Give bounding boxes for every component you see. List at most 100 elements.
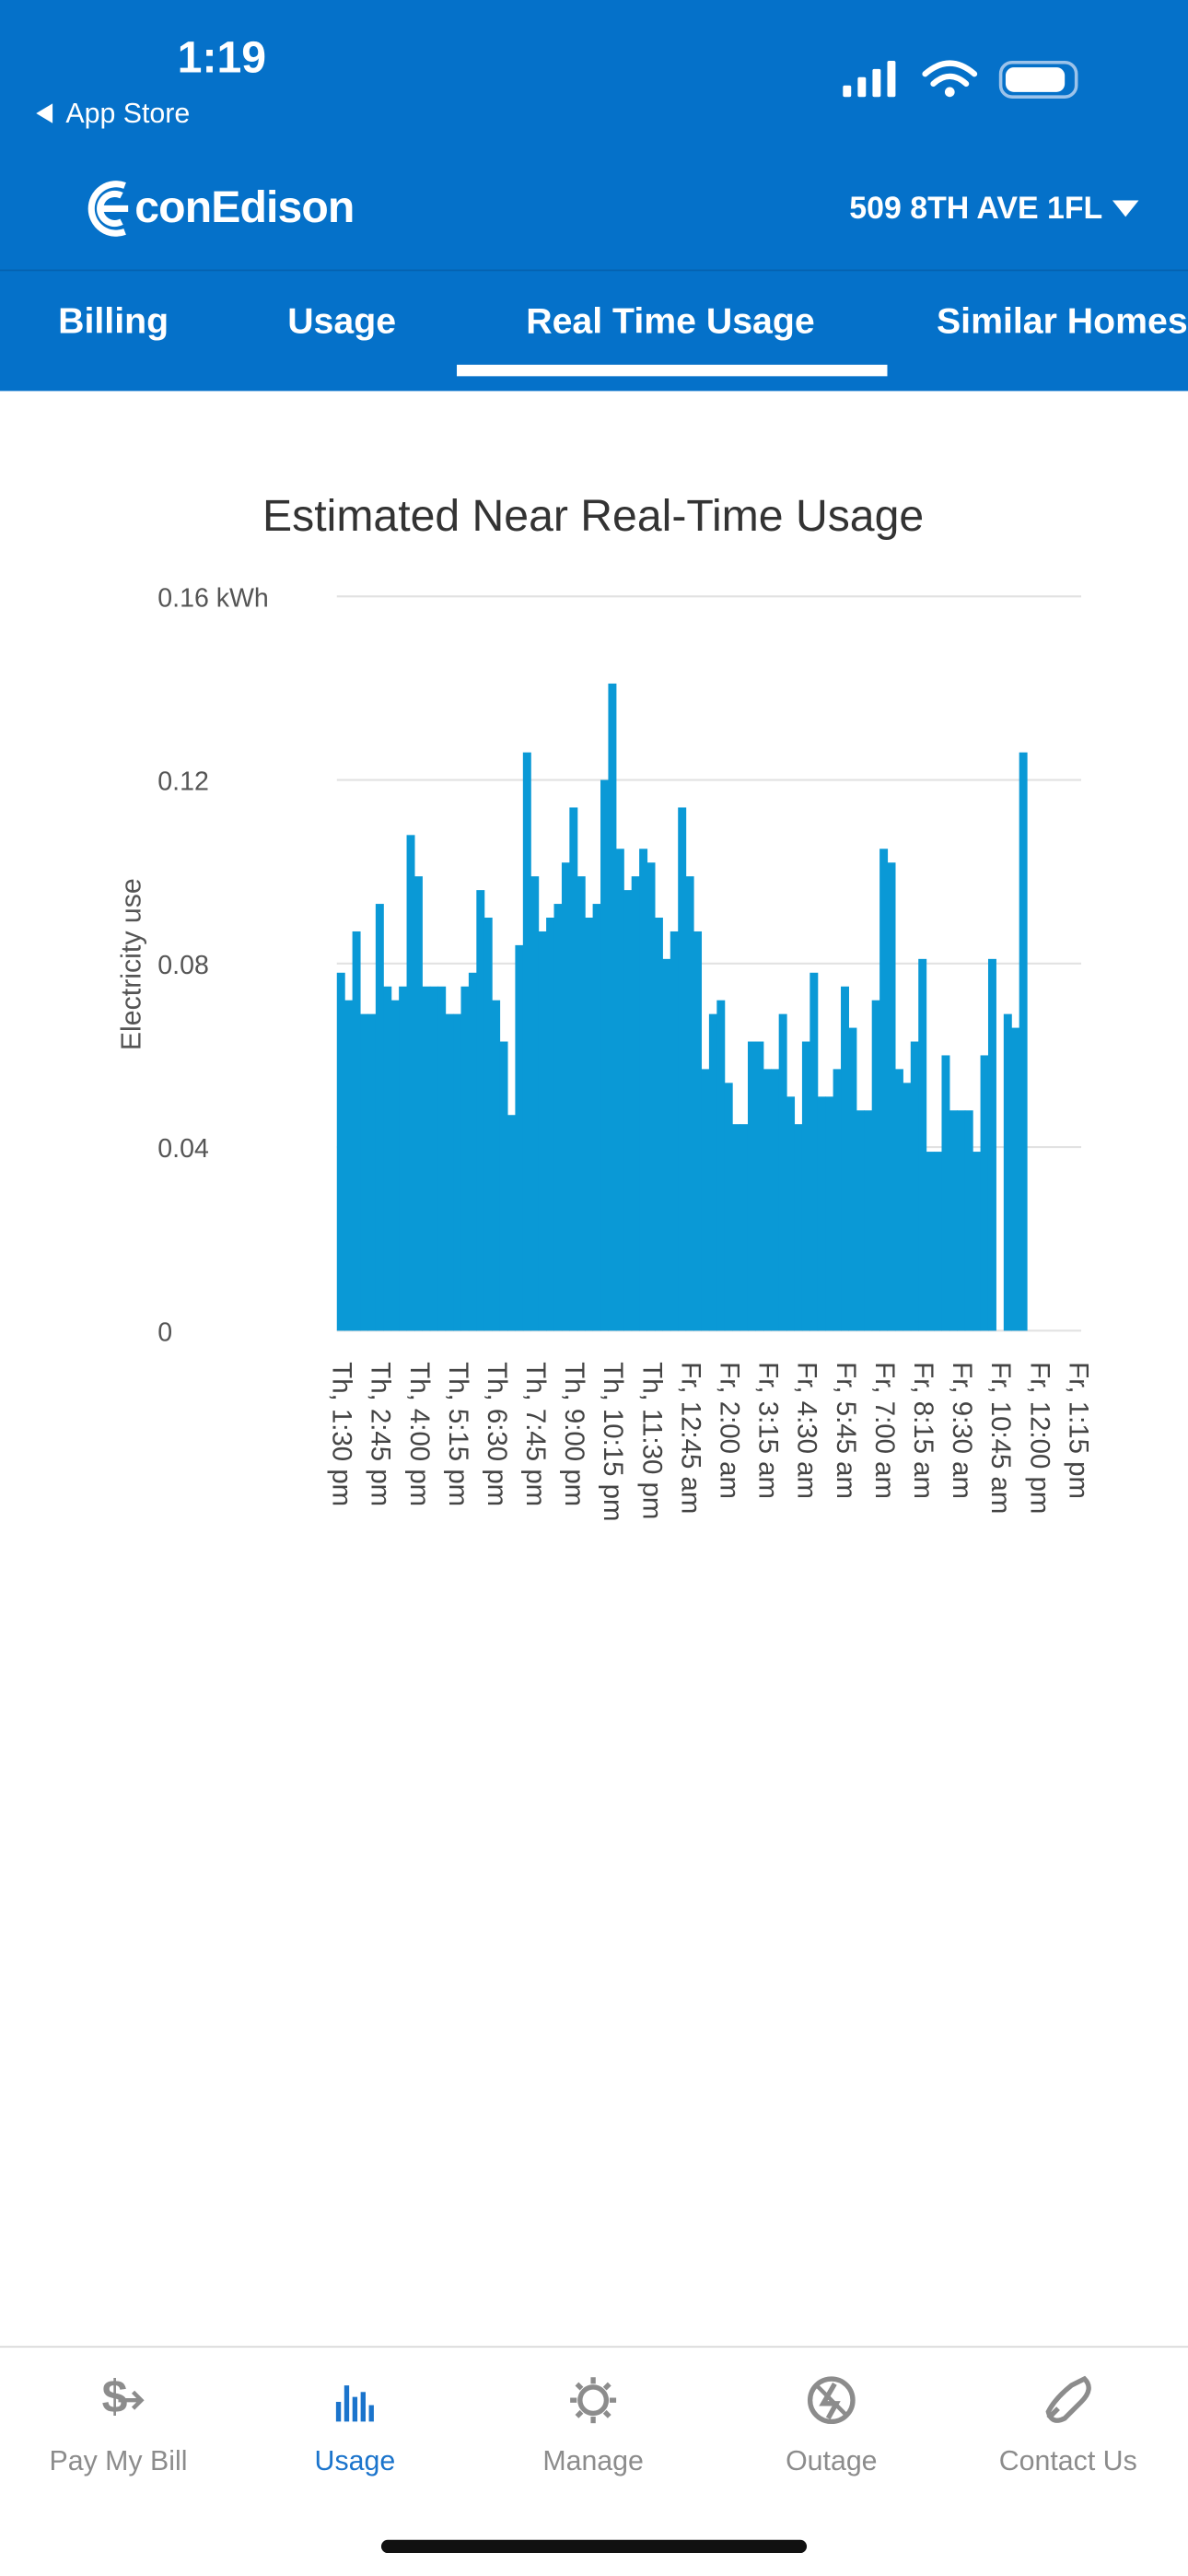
bar xyxy=(344,1000,354,1331)
x-tick-label: Th, 2:45 pm xyxy=(366,1362,396,1506)
nav-icon-part xyxy=(335,2401,342,2422)
nav-label[interactable]: Manage xyxy=(542,2446,644,2476)
x-tick-label: Fr, 12:00 pm xyxy=(1024,1362,1054,1514)
nav-item[interactable]: Usage xyxy=(315,2385,396,2476)
brand-logo xyxy=(87,181,129,237)
x-tick-label: Th, 1:30 pm xyxy=(327,1362,357,1506)
bar xyxy=(352,931,361,1331)
back-arrow xyxy=(36,103,53,123)
nav-label[interactable]: Usage xyxy=(315,2446,396,2476)
bar xyxy=(794,1124,803,1331)
nav-icon-part xyxy=(352,2396,358,2422)
y-tick-label: 0.16 kWh xyxy=(157,583,269,613)
x-tick-label: Th, 4:00 pm xyxy=(404,1362,435,1506)
bar xyxy=(763,1069,772,1331)
bar xyxy=(716,1000,726,1331)
tab[interactable]: Similar Homes xyxy=(937,301,1188,342)
header-bg xyxy=(0,0,1188,392)
bar xyxy=(964,1110,973,1331)
bar xyxy=(608,683,617,1331)
bar xyxy=(841,986,849,1331)
x-tick-label: Fr, 8:15 am xyxy=(908,1362,938,1499)
nav-icon[interactable] xyxy=(335,2385,374,2422)
bar xyxy=(639,849,648,1331)
bar xyxy=(871,1000,880,1331)
bar xyxy=(801,1041,810,1331)
nav-label[interactable]: Contact Us xyxy=(999,2446,1137,2476)
bar xyxy=(740,1124,749,1331)
bar xyxy=(987,958,996,1331)
bar xyxy=(903,1083,912,1331)
nav-icon-part xyxy=(815,2383,848,2417)
nav-icon[interactable]: $ xyxy=(102,2371,145,2422)
bar xyxy=(406,835,415,1331)
nav-label[interactable]: Outage xyxy=(786,2446,877,2476)
bar xyxy=(530,876,540,1331)
address[interactable]: 509 8TH AVE 1FL xyxy=(849,191,1102,226)
nav-item[interactable]: Manage xyxy=(542,2377,644,2476)
bar xyxy=(685,876,694,1331)
bar xyxy=(499,1041,508,1331)
bar xyxy=(732,1124,741,1331)
bar xyxy=(778,1013,787,1331)
home-indicator xyxy=(380,2539,808,2554)
x-tick-label: Fr, 2:00 am xyxy=(715,1362,745,1499)
x-tick-label: Fr, 5:45 am xyxy=(831,1362,861,1499)
bar xyxy=(786,1096,796,1331)
status-time: 1:19 xyxy=(178,33,266,83)
bar xyxy=(646,862,656,1331)
x-tick-label: Fr, 9:30 am xyxy=(947,1362,977,1499)
bar xyxy=(670,931,679,1331)
bar xyxy=(437,986,447,1331)
chart: 0 0.04 0.08 0.12 0.16 kWh xyxy=(157,583,1082,1347)
nav-icon[interactable] xyxy=(807,2376,856,2425)
y-tick-label: 0 xyxy=(157,1317,172,1347)
bar xyxy=(678,807,687,1331)
bar xyxy=(546,918,555,1331)
nav-icon-part xyxy=(819,2383,841,2420)
x-tick-label: Th, 6:30 pm xyxy=(482,1362,512,1506)
bar xyxy=(336,972,345,1331)
signal-icon xyxy=(843,60,896,98)
bar xyxy=(460,986,470,1331)
bar xyxy=(879,849,889,1331)
tab[interactable]: Billing xyxy=(58,301,169,342)
bar xyxy=(833,1069,842,1331)
bar xyxy=(453,1013,462,1331)
x-tick-label: Fr, 10:45 am xyxy=(985,1362,1016,1514)
battery-outline xyxy=(998,60,1078,99)
nav-icon-part xyxy=(807,2376,856,2425)
nav-item[interactable]: Outage xyxy=(786,2376,878,2476)
nav-icon[interactable] xyxy=(1045,2375,1091,2423)
bar xyxy=(383,986,392,1331)
bar xyxy=(708,1013,717,1331)
nav-icon[interactable] xyxy=(570,2377,617,2424)
bar xyxy=(918,958,927,1331)
nav-item[interactable]: Contact Us xyxy=(999,2375,1137,2476)
bar xyxy=(592,904,601,1331)
wifi-icon xyxy=(922,60,978,88)
back-link[interactable]: App Store xyxy=(65,99,190,129)
bar xyxy=(515,944,524,1331)
tab-active[interactable]: Real Time Usage xyxy=(526,301,814,342)
y-tick-label: 0.04 xyxy=(157,1134,209,1164)
nav-icon-part xyxy=(118,2390,145,2410)
nav-label[interactable]: Pay My Bill xyxy=(49,2446,187,2476)
nav-icon-part xyxy=(344,2385,350,2422)
chart-title: Estimated Near Real-Time Usage xyxy=(262,491,924,541)
nav-icon-part xyxy=(360,2392,366,2422)
bar xyxy=(949,1110,958,1331)
bar xyxy=(476,890,485,1331)
bar xyxy=(934,1152,943,1331)
bar xyxy=(755,1041,764,1331)
nav-icon-part xyxy=(575,2409,584,2418)
bar xyxy=(399,986,408,1331)
tab[interactable]: Usage xyxy=(287,301,396,342)
nav-item[interactable]: $ Pay My Bill xyxy=(49,2371,187,2476)
address-dropdown[interactable] xyxy=(1112,200,1139,217)
x-tick-label: Fr, 7:00 am xyxy=(869,1362,900,1499)
bar xyxy=(957,1110,966,1331)
bar xyxy=(771,1069,780,1331)
bar xyxy=(615,849,624,1331)
x-tick-labels: Th, 1:30 pm Th, 2:45 pm Th, 4:00 pm Th, 5:1… xyxy=(327,1362,1094,1521)
